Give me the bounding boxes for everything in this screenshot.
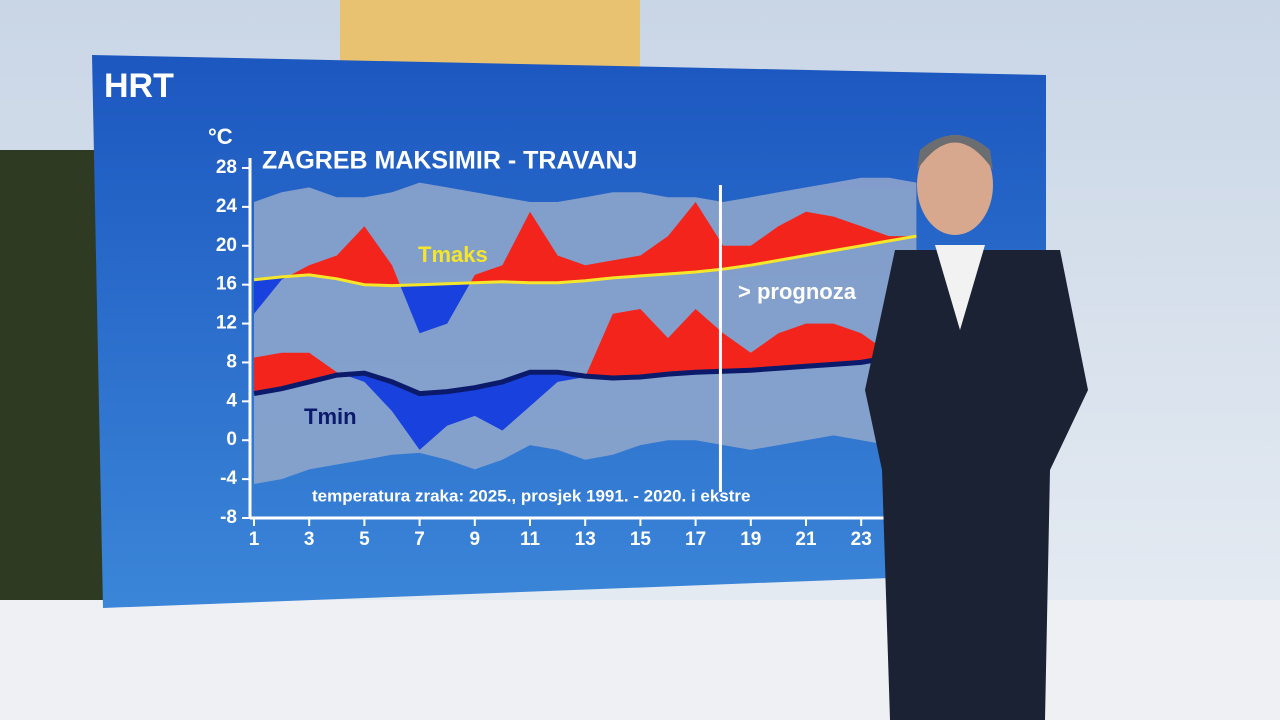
x-tick-label: 17	[685, 529, 706, 550]
x-tick-label: 11	[520, 529, 541, 550]
x-tick-label: 3	[304, 529, 315, 550]
tmax-above-average	[254, 202, 917, 286]
x-tick-label: 23	[851, 529, 872, 550]
x-tick-label: 9	[470, 529, 481, 550]
presenter-suit	[865, 250, 1088, 720]
chart: °C ZAGREB MAKSIMIR - TRAVANJ 28 24 20 16 12 8…	[208, 124, 917, 550]
annotation: > prognoza	[738, 279, 857, 304]
presenter-head	[917, 135, 993, 235]
y-unit: °C	[208, 124, 233, 149]
presenter-shirt	[935, 245, 985, 330]
y-tick-label: 28	[216, 157, 237, 178]
chart-footer: temperatura zraka: 2025., prosjek 1991. …	[312, 486, 750, 505]
chart-title: ZAGREB MAKSIMIR - TRAVANJ	[262, 147, 637, 175]
x-tick-label: 19	[740, 529, 761, 550]
logo: HRT	[104, 67, 174, 105]
x-tick-label: 1	[249, 529, 260, 550]
y-tick-label: -8	[220, 507, 237, 528]
y-tick-label: 24	[216, 196, 238, 217]
y-tick-label: 12	[216, 313, 237, 334]
y-tick-label: 16	[216, 274, 237, 295]
y-tick-label: -4	[220, 468, 237, 489]
tmin-below-average	[254, 352, 917, 450]
x-tick-label: 13	[575, 529, 596, 550]
y-tick-label: 20	[216, 235, 237, 256]
annotation: Tmin	[304, 404, 357, 429]
tmax-average-line	[253, 234, 917, 288]
annotation: Tmaks	[418, 242, 488, 267]
tmin-average-line	[253, 350, 917, 397]
christmas-tree	[0, 150, 105, 630]
y-tick-label: 0	[226, 429, 237, 450]
y-tick-label: 8	[226, 351, 237, 372]
x-tick-label: 7	[414, 529, 425, 550]
presenter-hair	[917, 135, 993, 170]
x-tick-label: 21	[795, 529, 817, 550]
x-tick-label: 5	[359, 529, 370, 550]
y-tick-label: 4	[226, 390, 237, 411]
studio-floor	[0, 600, 1280, 720]
presenter	[865, 135, 1088, 720]
x-tick-label: 15	[630, 529, 652, 550]
